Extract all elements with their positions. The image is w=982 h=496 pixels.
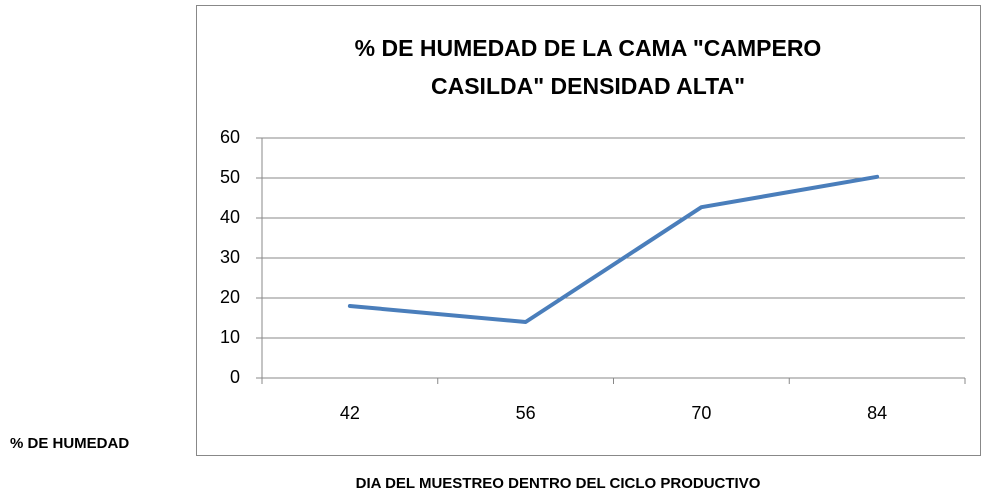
x-axis-label: DIA DEL MUESTREO DENTRO DEL CICLO PRODUC… <box>356 475 761 492</box>
x-tick-label: 70 <box>691 403 711 423</box>
x-tick-label: 42 <box>340 403 360 423</box>
y-tick-label: 40 <box>220 207 240 227</box>
chart-frame <box>196 5 981 456</box>
y-tick-label: 50 <box>220 167 240 187</box>
x-tick-label: 56 <box>516 403 536 423</box>
y-tick-label: 0 <box>230 367 240 387</box>
x-tick-label: 84 <box>867 403 887 423</box>
y-tick-label: 30 <box>220 247 240 267</box>
chart-title: CASILDA" DENSIDAD ALTA" <box>431 73 745 99</box>
data-line <box>347 174 880 324</box>
y-tick-label: 10 <box>220 327 240 347</box>
chart-title: % DE HUMEDAD DE LA CAMA "CAMPERO <box>355 35 822 61</box>
y-tick-label: 60 <box>220 127 240 147</box>
y-axis-label: % DE HUMEDAD <box>10 435 129 452</box>
y-tick-label: 20 <box>220 287 240 307</box>
